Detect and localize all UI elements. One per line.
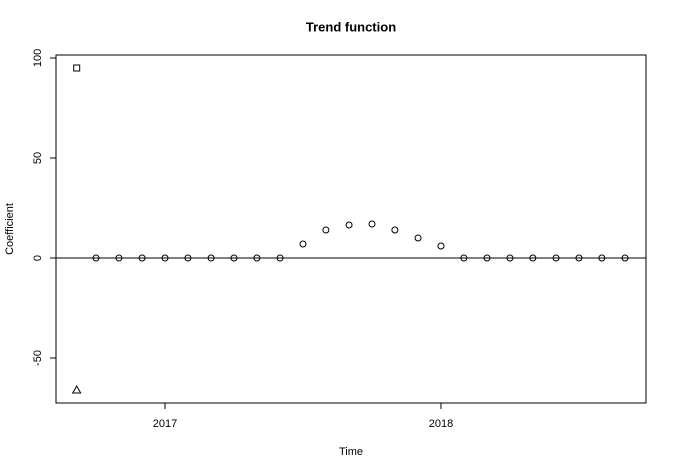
y-tick-label: 50 <box>32 152 44 164</box>
point <box>184 254 192 262</box>
point <box>276 254 284 262</box>
y-tick-label: -50 <box>32 350 44 366</box>
point <box>161 254 169 262</box>
point <box>345 221 353 229</box>
point <box>483 254 491 262</box>
plot-frame <box>55 54 647 404</box>
x-tick-label: 2018 <box>429 418 453 430</box>
point <box>115 254 123 262</box>
x-tick-label: 2017 <box>153 418 177 430</box>
y-tick-label: 100 <box>32 49 44 67</box>
point <box>460 254 468 262</box>
point <box>299 240 307 248</box>
point <box>621 254 629 262</box>
point <box>414 234 422 242</box>
point <box>138 254 146 262</box>
point <box>368 220 376 228</box>
x-axis-label: Time <box>339 446 363 458</box>
point <box>598 254 606 262</box>
point <box>506 254 514 262</box>
point <box>92 254 100 262</box>
point <box>73 64 81 72</box>
point <box>71 384 82 394</box>
chart-title: Trend function <box>306 19 396 34</box>
point <box>529 254 537 262</box>
y-axis-label: Coefficient <box>4 203 16 255</box>
point <box>207 254 215 262</box>
point <box>230 254 238 262</box>
point <box>322 226 330 234</box>
point <box>437 242 445 250</box>
point <box>575 254 583 262</box>
point <box>253 254 261 262</box>
y-tick-label: 0 <box>32 255 44 261</box>
point <box>552 254 560 262</box>
point <box>391 226 399 234</box>
